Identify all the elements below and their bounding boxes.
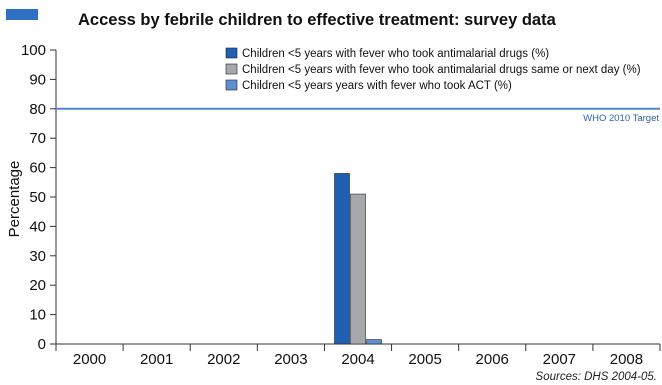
legend: Children <5 years with fever who took an… bbox=[225, 47, 641, 92]
title-marker bbox=[6, 9, 38, 20]
axes: 0 10 20 30 40 50 60 70 80 90 100 2000 2001 2002 2003 20… bbox=[21, 42, 661, 368]
legend-swatch bbox=[225, 63, 238, 75]
x-tick-label: 2006 bbox=[476, 351, 509, 368]
bars bbox=[334, 173, 382, 345]
y-axis-label: Percentage bbox=[6, 161, 23, 238]
x-tick-label: 2002 bbox=[207, 351, 240, 368]
x-tick-label: 2000 bbox=[73, 351, 106, 368]
reference-line-group: WHO 2010 Target bbox=[56, 107, 660, 124]
y-tick-label: 30 bbox=[29, 248, 46, 265]
y-tick-label: 70 bbox=[29, 130, 46, 147]
y-tick-label: 10 bbox=[29, 307, 46, 324]
x-tick-label: 2008 bbox=[610, 351, 643, 368]
y-tick-label: 20 bbox=[29, 277, 46, 294]
x-tick-label: 2001 bbox=[140, 351, 173, 368]
bar bbox=[334, 173, 350, 345]
y-tick-label: 60 bbox=[29, 160, 46, 177]
x-tick-label: 2004 bbox=[341, 351, 374, 368]
y-tick-label: 40 bbox=[29, 218, 46, 235]
x-tick-label: 2005 bbox=[408, 351, 441, 368]
bar bbox=[366, 339, 382, 345]
bar bbox=[350, 193, 366, 345]
legend-label: Children <5 years years with fever who t… bbox=[242, 80, 512, 92]
y-tick-label: 0 bbox=[38, 336, 46, 353]
y-tick-label: 100 bbox=[21, 42, 46, 59]
legend-swatch bbox=[225, 47, 238, 59]
legend-label: Children <5 years with fever who took an… bbox=[242, 48, 549, 60]
legend-swatch bbox=[225, 79, 238, 91]
y-tick-label: 80 bbox=[29, 101, 46, 118]
source-note: Sources: DHS 2004-05. bbox=[536, 371, 657, 383]
legend-label: Children <5 years with fever who took an… bbox=[242, 64, 641, 76]
x-tick-label: 2007 bbox=[543, 351, 576, 368]
y-tick-label: 90 bbox=[29, 71, 46, 88]
reference-line-label: WHO 2010 Target bbox=[583, 113, 659, 124]
x-tick-label: 2003 bbox=[274, 351, 307, 368]
y-tick-label: 50 bbox=[29, 189, 46, 206]
chart-title: Access by febrile children to effective … bbox=[78, 11, 557, 29]
